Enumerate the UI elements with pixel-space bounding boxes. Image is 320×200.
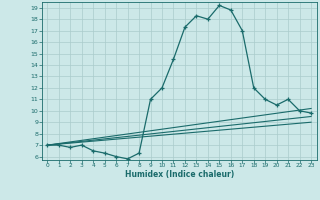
- X-axis label: Humidex (Indice chaleur): Humidex (Indice chaleur): [124, 170, 234, 179]
